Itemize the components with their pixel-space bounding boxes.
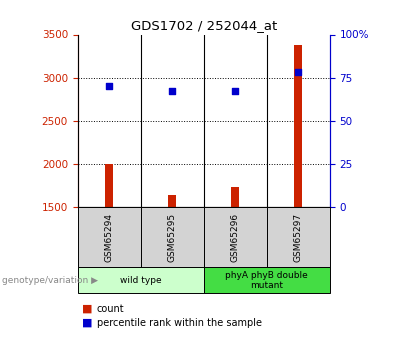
Point — [295, 70, 302, 75]
Text: genotype/variation ▶: genotype/variation ▶ — [2, 276, 98, 285]
Text: ■: ■ — [82, 304, 92, 314]
Point — [169, 89, 176, 94]
Text: ■: ■ — [82, 318, 92, 327]
Bar — [105, 164, 113, 207]
Bar — [231, 187, 239, 207]
Text: phyA phyB double
mutant: phyA phyB double mutant — [225, 270, 308, 290]
Title: GDS1702 / 252044_at: GDS1702 / 252044_at — [131, 19, 277, 32]
Point — [232, 89, 239, 94]
Bar — [294, 45, 302, 207]
Text: GSM65297: GSM65297 — [294, 213, 303, 262]
Text: count: count — [97, 304, 124, 314]
Text: GSM65295: GSM65295 — [168, 213, 177, 262]
Text: percentile rank within the sample: percentile rank within the sample — [97, 318, 262, 327]
Text: GSM65294: GSM65294 — [105, 213, 114, 262]
Text: wild type: wild type — [120, 276, 162, 285]
Point — [106, 83, 113, 89]
Text: GSM65296: GSM65296 — [231, 213, 240, 262]
Bar — [168, 195, 176, 207]
